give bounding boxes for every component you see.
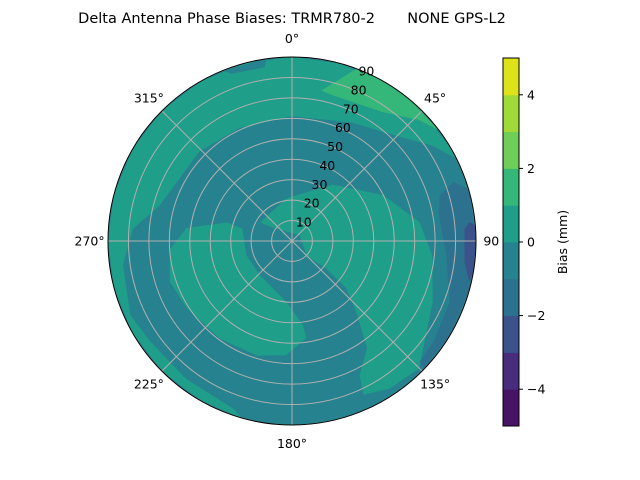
- colorbar-band: [503, 205, 519, 243]
- r-tick-label: 90: [358, 64, 374, 79]
- theta-gridline: [161, 240, 293, 372]
- colorbar-tick-label: 4: [527, 87, 535, 102]
- colorbar-band: [503, 352, 519, 390]
- theta-tick-label: 270°: [75, 234, 105, 249]
- r-tick-label: 20: [304, 196, 320, 211]
- plot-area: [108, 57, 476, 425]
- colorbar-band: [503, 389, 519, 427]
- chart-title: Delta Antenna Phase Biases: TRMR780-2 NO…: [78, 11, 506, 27]
- r-tick-label: 60: [335, 120, 351, 135]
- theta-gridline: [291, 240, 423, 372]
- r-tick-label: 70: [343, 101, 359, 116]
- r-tick-label: 30: [312, 177, 328, 192]
- contour-region-3: [321, 68, 439, 131]
- contour-region-0: [108, 57, 457, 418]
- colorbar-band: [503, 242, 519, 280]
- theta-tick-label: 315°: [134, 90, 164, 105]
- contour-region-4: [419, 182, 476, 369]
- colorbar-band: [503, 278, 519, 317]
- theta-tick-label: 180°: [277, 436, 307, 451]
- colorbar-band: [503, 168, 519, 206]
- theta-gridline: [161, 110, 293, 242]
- theta-tick-label: 45°: [424, 90, 446, 105]
- colorbar-tick-label: 2: [527, 161, 535, 176]
- polar-frame: [107, 56, 477, 426]
- colorbar-tick-label: −4: [527, 382, 545, 397]
- colorbar-band: [503, 58, 519, 96]
- theta-tick-label: 90°: [483, 234, 505, 249]
- contour-region-1: [260, 184, 433, 395]
- colorbar-tick-label: −2: [527, 308, 545, 323]
- colorbar-band: [503, 315, 519, 353]
- r-tick-label: 40: [319, 158, 335, 173]
- colorbar-tick-label: 0: [527, 235, 535, 250]
- colorbar-band: [503, 94, 519, 133]
- theta-tick-label: 135°: [420, 377, 450, 392]
- r-tick-label: 80: [351, 82, 367, 97]
- colorbar-band: [503, 131, 519, 169]
- theta-gridline: [291, 110, 423, 242]
- contour-region-5: [464, 222, 476, 282]
- colorbar: −4 −2 0 2 4: [500, 55, 556, 429]
- contour-region-2: [169, 222, 307, 356]
- r-tick-label: 50: [327, 139, 343, 154]
- theta-tick-label: 225°: [134, 377, 164, 392]
- theta-tick-label: 0°: [285, 31, 299, 46]
- colorbar-label: Bias (mm): [555, 210, 570, 274]
- r-tick-label: 10: [296, 215, 312, 230]
- contour-region-6: [223, 58, 267, 74]
